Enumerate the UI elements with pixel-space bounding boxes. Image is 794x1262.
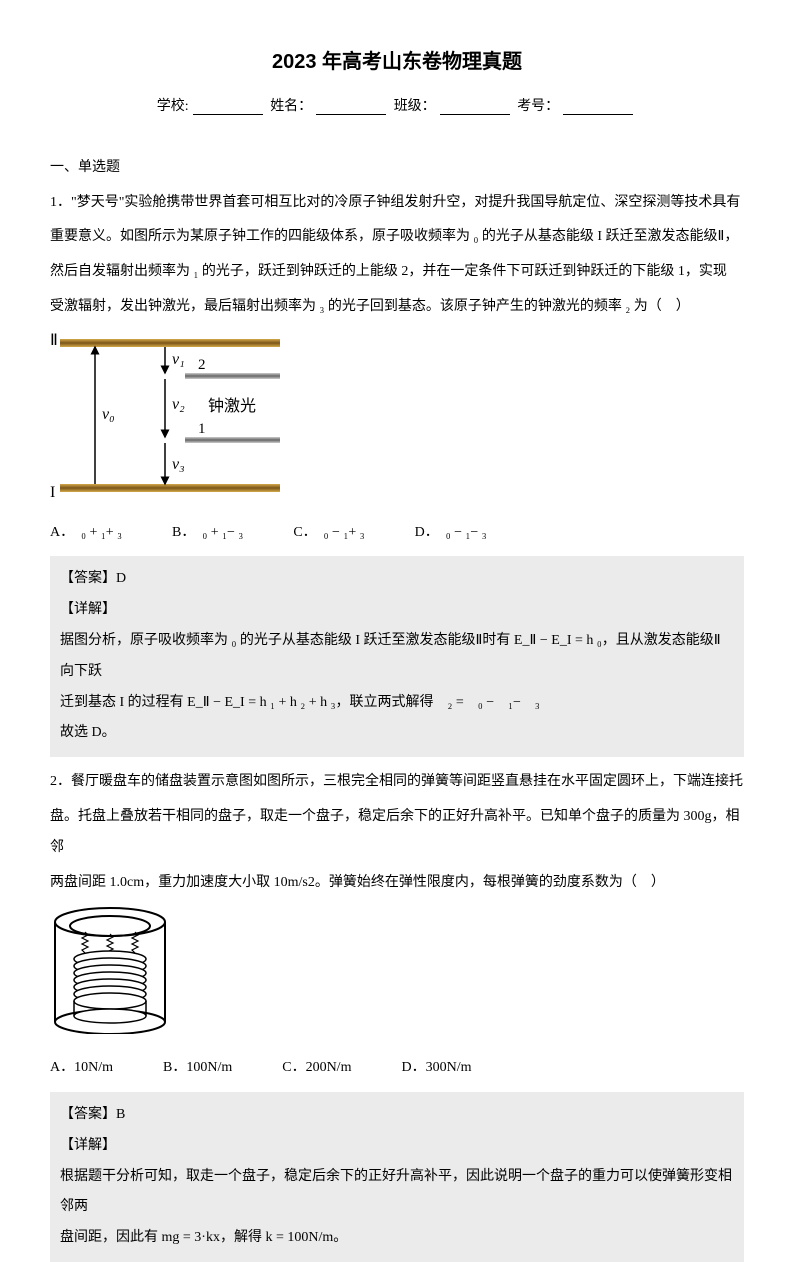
- q1-option-c: C． ₀ − ₁+ ₃: [293, 518, 364, 549]
- q2-option-a: A．10N/m: [50, 1053, 113, 1084]
- q1-energy-level-diagram: Ⅱ I ν₀ ν₁ ν₂ ν₃ 2 1 钟激光: [50, 329, 744, 512]
- q2-detail-label: 【详解】: [60, 1131, 734, 1162]
- q1-stem-4: 受激辐射，发出钟激光，最后辐射出频率为 ₃ 的光子回到基态。该原子钟产生的钟激光…: [50, 292, 744, 323]
- school-label: 学校:: [157, 99, 189, 114]
- q1-option-d: D． ₀ − ₁− ₃: [415, 518, 487, 549]
- page-title: 2023 年高考山东卷物理真题: [50, 40, 744, 84]
- q2-answer-block: 【答案】B 【详解】 根据题干分析可知，取走一个盘子，稳定后余下的正好升高补平，…: [50, 1092, 744, 1262]
- school-blank: [193, 99, 263, 115]
- q2-detail-1: 根据题干分析可知，取走一个盘子，稳定后余下的正好升高补平，因此说明一个盘子的重力…: [60, 1162, 734, 1224]
- q1-answer-label: 【答案】D: [60, 564, 734, 595]
- class-label: 班级：: [394, 99, 436, 114]
- q2-option-b: B．100N/m: [163, 1053, 232, 1084]
- svg-text:Ⅱ: Ⅱ: [50, 332, 58, 349]
- svg-text:ν₀: ν₀: [102, 406, 115, 423]
- q2-stem-1: 2．餐厅暖盘车的储盘装置示意图如图所示，三根完全相同的弹簧等间距竖直悬挂在水平固…: [50, 767, 744, 798]
- q1-stem-2: 重要意义。如图所示为某原子钟工作的四能级体系，原子吸收频率为 ₀ 的光子从基态能…: [50, 222, 744, 253]
- svg-text:ν₃: ν₃: [172, 456, 185, 473]
- q1-option-b: B． ₀ + ₁− ₃: [172, 518, 243, 549]
- q2-option-c: C．200N/m: [282, 1053, 351, 1084]
- class-blank: [440, 99, 510, 115]
- q1-options: A． ₀ + ₁+ ₃ B． ₀ + ₁− ₃ C． ₀ − ₁+ ₃ D． ₀…: [50, 518, 744, 549]
- svg-text:2: 2: [198, 357, 206, 373]
- q1-stem-1: 1．"梦天号"实验舱携带世界首套可相互比对的冷原子钟组发射升空，对提升我国导航定…: [50, 188, 744, 219]
- svg-text:ν₂: ν₂: [172, 396, 185, 413]
- q1-answer-block: 【答案】D 【详解】 据图分析，原子吸收频率为 ₀ 的光子从基态能级 I 跃迁至…: [50, 556, 744, 757]
- q1-stem-3: 然后自发辐射出频率为 ₁ 的光子，跃迁到钟跃迁的上能级 2，并在一定条件下可跃迁…: [50, 257, 744, 288]
- id-label: 考号：: [517, 99, 559, 114]
- svg-text:ν₁: ν₁: [172, 351, 185, 368]
- q1-detail-label: 【详解】: [60, 595, 734, 626]
- id-blank: [563, 99, 633, 115]
- student-info-line: 学校: 姓名： 班级： 考号：: [50, 92, 744, 123]
- svg-text:1: 1: [198, 421, 206, 437]
- q1-detail-2: 迁到基态 I 的过程有 E_Ⅱ − E_I = h ₁ + h ₂ + h ₃，…: [60, 688, 734, 719]
- q2-options: A．10N/m B．100N/m C．200N/m D．300N/m: [50, 1053, 744, 1084]
- svg-text:钟激光: 钟激光: [208, 397, 256, 415]
- section-1-header: 一、单选题: [50, 153, 744, 184]
- q2-spring-diagram: [50, 904, 744, 1047]
- name-blank: [316, 99, 386, 115]
- q2-option-d: D．300N/m: [401, 1053, 471, 1084]
- q2-detail-2: 盘间距，因此有 mg = 3·kx，解得 k = 100N/m。: [60, 1223, 734, 1254]
- svg-text:I: I: [50, 484, 55, 499]
- q1-detail-1: 据图分析，原子吸收频率为 ₀ 的光子从基态能级 I 跃迁至激发态能级Ⅱ时有 E_…: [60, 626, 734, 688]
- q2-stem-2: 盘。托盘上叠放若干相同的盘子，取走一个盘子，稳定后余下的正好升高补平。已知单个盘…: [50, 802, 744, 864]
- q1-option-a: A． ₀ + ₁+ ₃: [50, 518, 122, 549]
- q1-detail-3: 故选 D。: [60, 718, 734, 749]
- name-label: 姓名：: [270, 99, 312, 114]
- q2-answer-label: 【答案】B: [60, 1100, 734, 1131]
- q2-stem-3: 两盘间距 1.0cm，重力加速度大小取 10m/s2。弹簧始终在弹性限度内，每根…: [50, 868, 744, 899]
